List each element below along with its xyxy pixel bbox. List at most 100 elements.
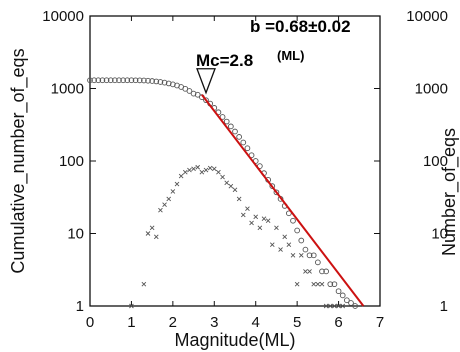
data-point-cross bbox=[303, 269, 308, 274]
data-point-circle bbox=[136, 77, 143, 84]
data-point-cross bbox=[191, 166, 196, 172]
data-point-circle bbox=[269, 183, 276, 189]
data-point-cross bbox=[253, 214, 259, 220]
data-point-cross bbox=[224, 180, 230, 186]
data-point-cross bbox=[211, 166, 217, 172]
data-point-cross bbox=[195, 164, 201, 170]
data-point-circle bbox=[290, 217, 296, 224]
data-point-cross bbox=[327, 303, 333, 309]
data-point-cross bbox=[129, 303, 134, 309]
data-point-circle bbox=[103, 77, 110, 84]
data-point-cross bbox=[232, 187, 238, 193]
data-point-circle bbox=[236, 134, 242, 140]
data-point-circle bbox=[149, 78, 155, 84]
data-point-circle bbox=[112, 77, 118, 84]
y-tick-label-right: 1 bbox=[440, 298, 448, 315]
data-point-circle bbox=[194, 91, 201, 98]
y-tick-label: 1000 bbox=[51, 81, 84, 98]
data-point-circle bbox=[294, 227, 300, 234]
y-tick-label-right: 1000 bbox=[415, 81, 448, 98]
data-point-cross bbox=[145, 231, 151, 236]
data-point-circle bbox=[228, 123, 234, 130]
x-tick-labels: 0 1 2 3 4 5 6 7 bbox=[86, 314, 384, 331]
data-point-cross bbox=[187, 167, 192, 173]
data-point-cross bbox=[261, 216, 267, 222]
data-point-cross bbox=[149, 225, 155, 231]
data-point-circle bbox=[240, 139, 247, 146]
data-point-cross bbox=[153, 234, 159, 240]
data-point-circle bbox=[141, 77, 147, 84]
data-point-circle bbox=[323, 268, 329, 275]
data-point-circle bbox=[298, 237, 305, 244]
mc-marker-group bbox=[196, 68, 216, 95]
data-point-cross bbox=[216, 169, 221, 175]
data-point-cross bbox=[269, 242, 275, 248]
data-point-cross bbox=[323, 303, 329, 309]
data-point-circle bbox=[223, 118, 230, 125]
data-point-circle bbox=[344, 297, 350, 304]
data-point-cross bbox=[174, 181, 180, 187]
x-tick-label: 2 bbox=[169, 314, 177, 331]
mc-annotation: Mc=2.8 bbox=[196, 51, 253, 70]
data-point-cross bbox=[240, 212, 246, 218]
fit-line-group bbox=[201, 94, 365, 307]
data-point-circle bbox=[273, 189, 280, 196]
data-point-circle bbox=[91, 77, 97, 84]
x-tick-label: 7 bbox=[376, 314, 384, 331]
data-point-cross bbox=[166, 196, 172, 202]
data-point-circle bbox=[286, 210, 292, 217]
data-point-circle bbox=[153, 78, 160, 85]
x-tick-label: 3 bbox=[210, 314, 218, 331]
data-point-circle bbox=[116, 77, 122, 84]
data-point-cross bbox=[257, 225, 263, 231]
data-point-cross bbox=[298, 253, 304, 258]
data-point-cross bbox=[141, 281, 147, 287]
x-tick-label: 6 bbox=[334, 314, 342, 331]
data-point-circle bbox=[219, 114, 226, 120]
y-tick-label: 100 bbox=[59, 153, 84, 170]
data-point-cross bbox=[265, 218, 271, 224]
data-point-circle bbox=[124, 77, 131, 84]
data-point-cross bbox=[170, 189, 176, 194]
data-point-cross bbox=[319, 281, 325, 287]
x-tick-label: 0 bbox=[86, 314, 94, 331]
data-point-circle bbox=[186, 88, 193, 94]
data-point-cross bbox=[282, 234, 288, 240]
data-point-circle bbox=[107, 77, 114, 84]
data-point-cross bbox=[245, 206, 250, 211]
mc-unit-annotation: (ML) bbox=[277, 48, 304, 63]
data-point-cross bbox=[278, 247, 283, 252]
data-point-circle bbox=[157, 79, 164, 85]
data-point-circle bbox=[128, 77, 135, 84]
mc-triangle-marker bbox=[196, 68, 216, 95]
data-point-cross bbox=[332, 303, 337, 309]
y-tick-labels-right: 1 10 100 1000 10000 bbox=[406, 8, 448, 315]
data-point-cross bbox=[182, 169, 188, 175]
cumulative-series bbox=[87, 77, 358, 309]
data-point-cross bbox=[178, 173, 184, 179]
data-point-cross bbox=[162, 202, 167, 207]
data-point-circle bbox=[99, 77, 106, 84]
data-point-cross bbox=[199, 169, 205, 175]
data-point-circle bbox=[203, 97, 209, 104]
y-axis-label-left: Cumulative_number_of_eqs bbox=[8, 48, 29, 273]
data-point-circle bbox=[310, 252, 317, 259]
data-point-cross bbox=[286, 242, 292, 248]
fit-line bbox=[201, 94, 365, 307]
data-point-cross bbox=[249, 220, 254, 226]
data-point-cross bbox=[340, 303, 346, 309]
y-tick-label-right: 10000 bbox=[406, 8, 448, 25]
data-point-cross bbox=[274, 225, 279, 231]
y-tick-labels-left: 1 10 100 1000 10000 bbox=[42, 8, 84, 315]
data-point-circle bbox=[87, 77, 93, 84]
data-point-circle bbox=[232, 128, 238, 135]
data-point-circle bbox=[327, 281, 334, 288]
data-point-circle bbox=[331, 281, 338, 288]
data-point-circle bbox=[352, 303, 358, 309]
data-point-circle bbox=[348, 300, 354, 306]
data-point-circle bbox=[95, 77, 102, 84]
data-point-cross bbox=[158, 207, 163, 213]
data-point-circle bbox=[132, 77, 139, 84]
axis-ticks bbox=[89, 15, 381, 307]
